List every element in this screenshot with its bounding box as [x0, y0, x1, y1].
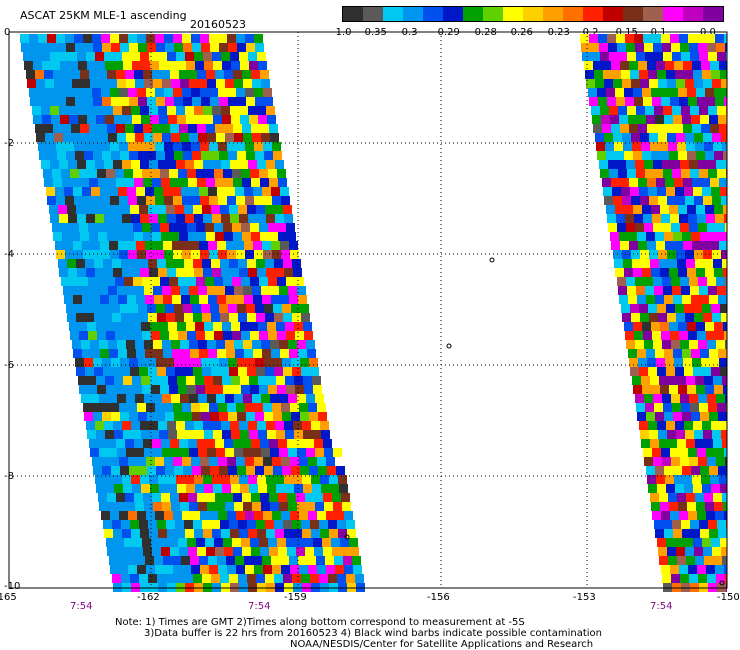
colorbar-swatch: [563, 7, 583, 21]
map-date: 20160523: [190, 18, 246, 31]
colorbar-swatch: [343, 7, 363, 21]
colorbar-swatch: [603, 7, 623, 21]
colorbar-swatch: [503, 7, 523, 21]
footer-note-1: Note: 1) Times are GMT 2)Times along bot…: [115, 617, 525, 628]
x-tick-label: -156: [427, 592, 450, 603]
colorbar-swatch: [543, 7, 563, 21]
wind-barb-mark: [489, 257, 495, 263]
y-tick-label: -10: [4, 581, 21, 592]
grid-lines: [9, 32, 727, 588]
colorbar: [342, 6, 724, 22]
colorbar-swatch: [523, 7, 543, 21]
y-tick-label: -2: [4, 138, 14, 149]
x-tick-label: -153: [573, 592, 596, 603]
colorbar-swatch: [423, 7, 443, 21]
x-tick-label: -150: [717, 592, 740, 603]
map-title: ASCAT 25KM MLE-1 ascending: [20, 9, 187, 22]
colorbar-swatch: [363, 7, 383, 21]
colorbar-swatch: [443, 7, 463, 21]
colorbar-swatch: [643, 7, 663, 21]
wind-barb-mark: [344, 534, 350, 540]
wind-barbs: [344, 257, 725, 586]
wind-barb-mark: [719, 580, 725, 586]
colorbar-swatch: [583, 7, 603, 21]
colorbar-swatch: [403, 7, 423, 21]
y-tick-label: 0: [4, 27, 11, 38]
x-tick-label: -159: [284, 592, 307, 603]
colorbar-swatch: [683, 7, 703, 21]
footer-note-2: 3)Data buffer is 22 hrs from 20160523 4)…: [144, 628, 602, 639]
map-frame: [8, 31, 728, 589]
y-tick-label: -4: [4, 249, 14, 260]
x-tick-label: -162: [137, 592, 160, 603]
colorbar-swatch: [463, 7, 483, 21]
colorbar-swatch: [703, 7, 723, 21]
swath-cells: [20, 34, 727, 592]
colorbar-swatch: [483, 7, 503, 21]
colorbar-swatch: [623, 7, 643, 21]
footer-credit: NOAA/NESDIS/Center for Satellite Applica…: [290, 639, 594, 650]
y-tick-label: -6: [4, 360, 14, 371]
colorbar-swatch: [663, 7, 683, 21]
wind-barb-mark: [446, 343, 452, 349]
time-label: 7:54: [650, 601, 673, 612]
time-label: 7:54: [70, 601, 93, 612]
y-tick-label: -8: [4, 471, 14, 482]
time-label: 7:54: [248, 601, 271, 612]
colorbar-swatch: [383, 7, 403, 21]
x-tick-label: -165: [0, 592, 17, 603]
